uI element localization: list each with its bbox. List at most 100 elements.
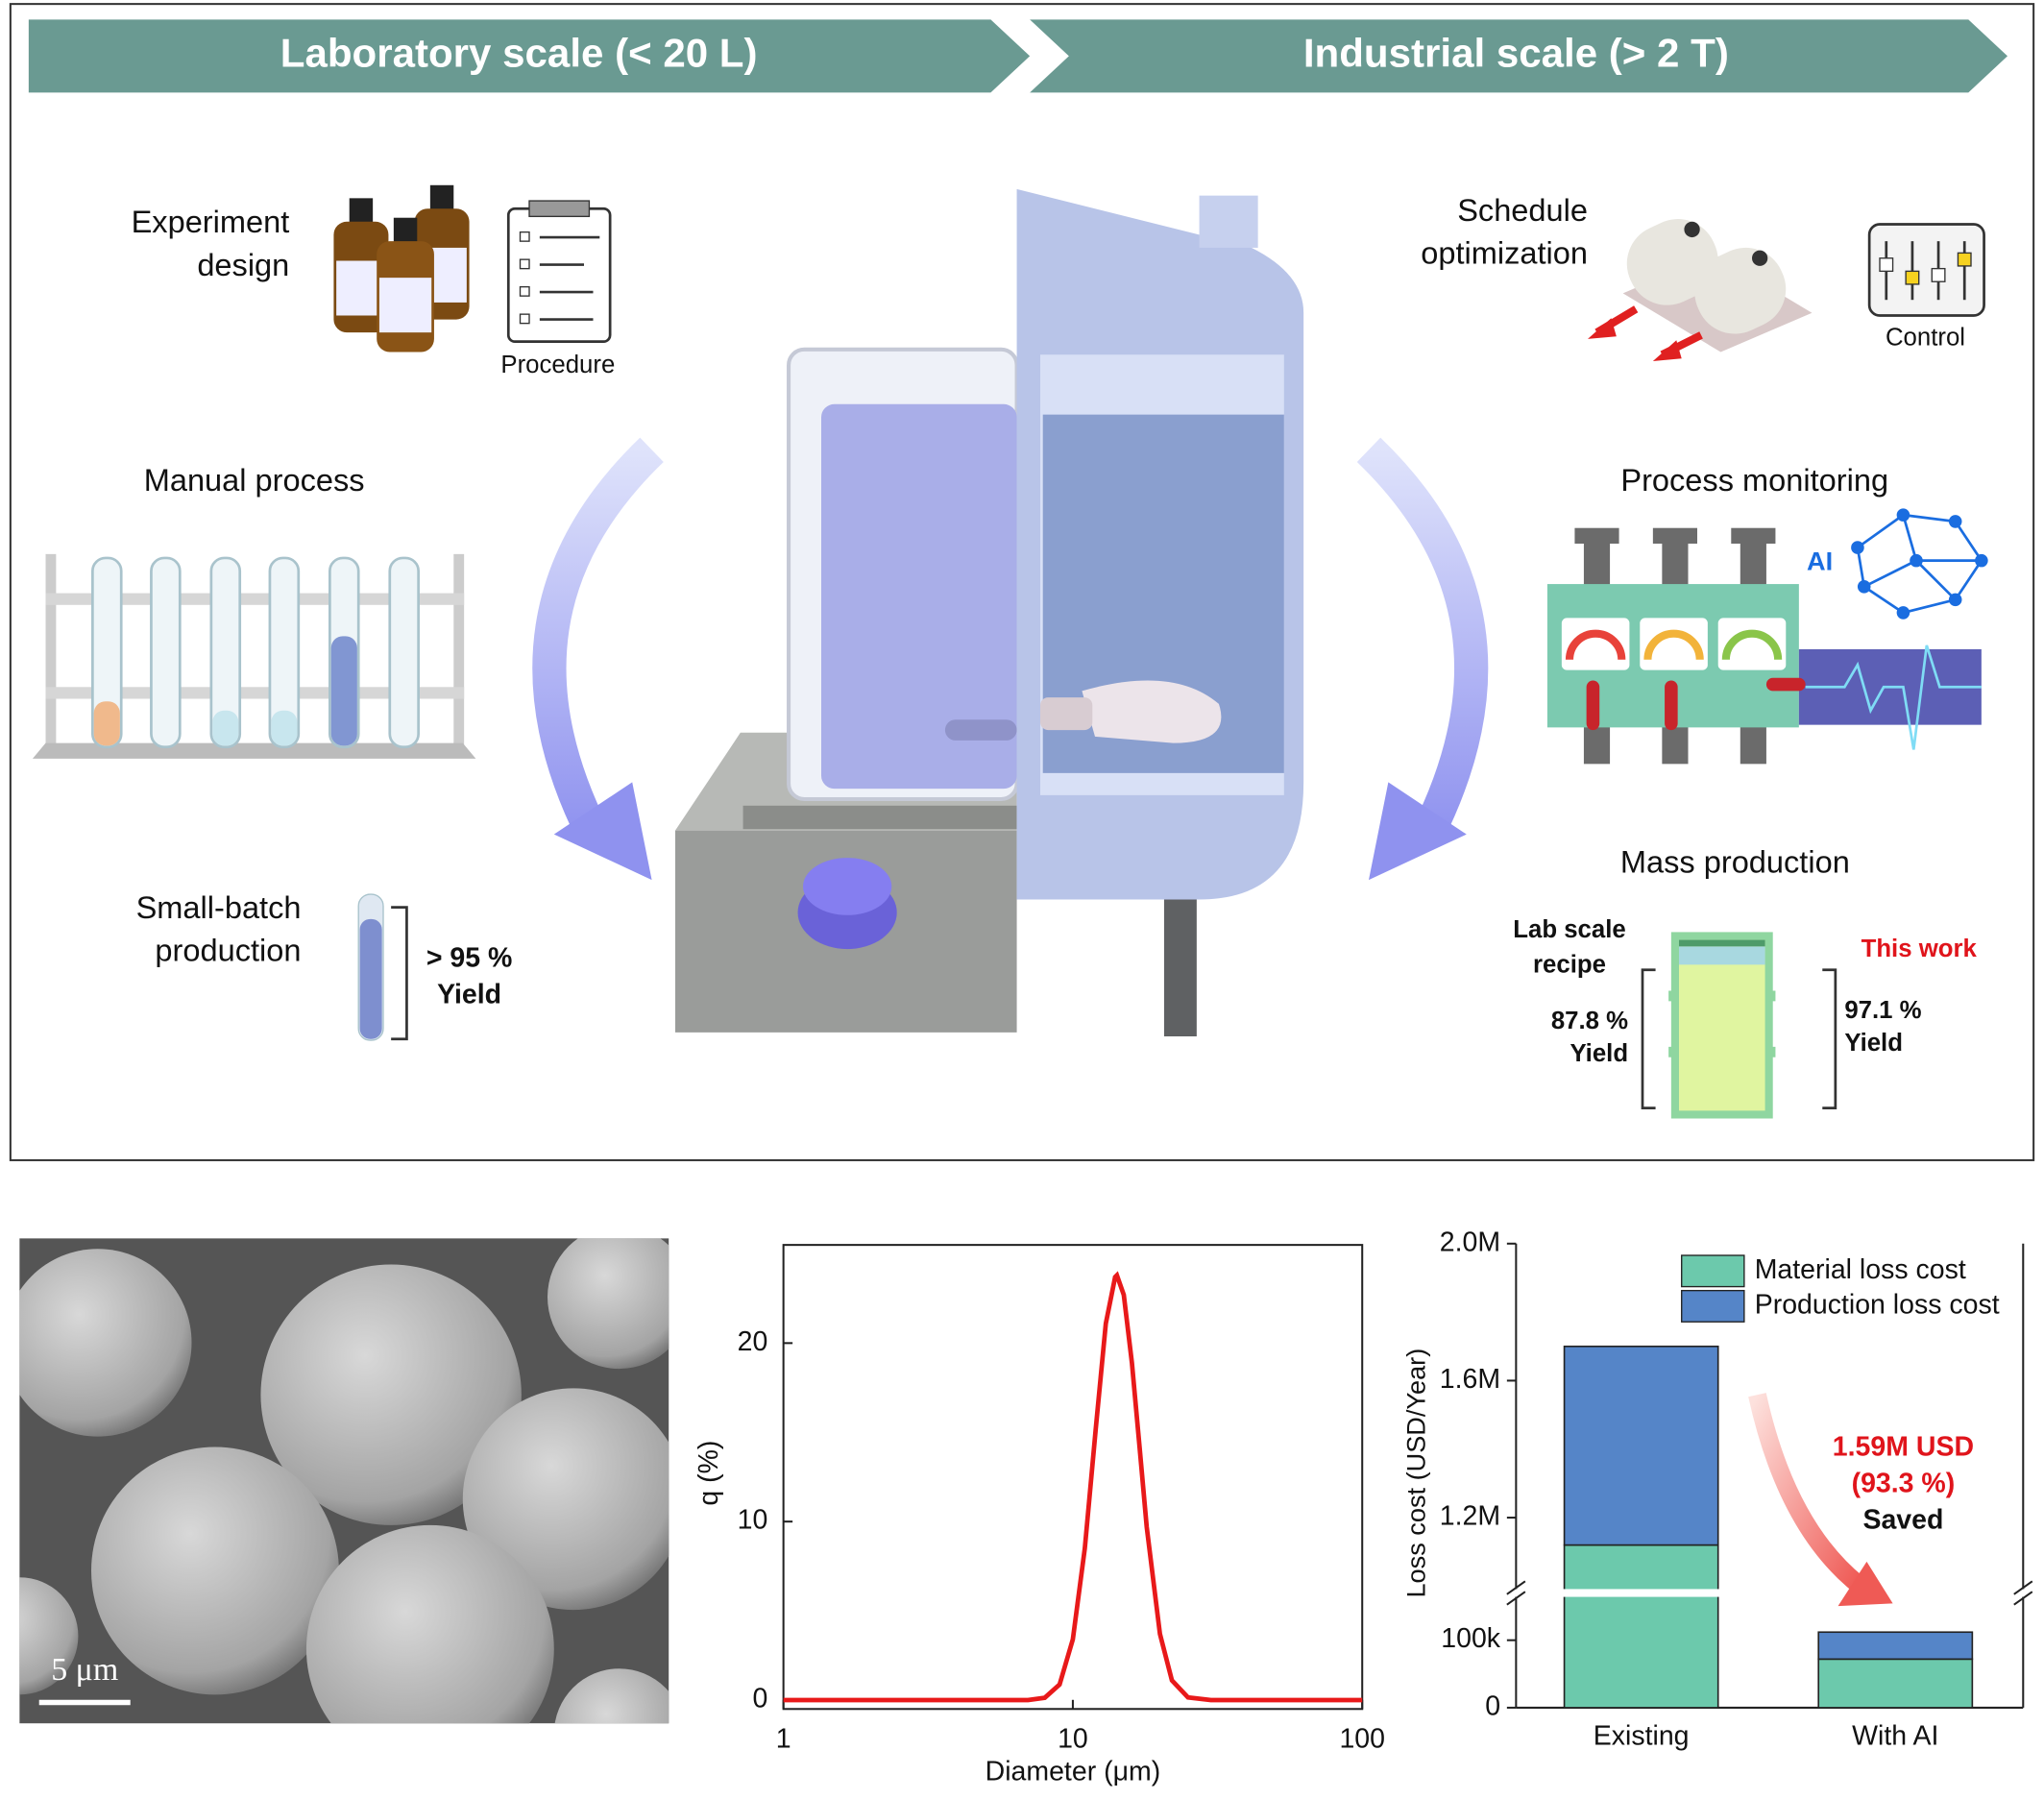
monitor-icon-part bbox=[1765, 677, 1806, 692]
loss-cost-chart: 0 100k 1.2M 1.6M 2.0M Loss cost (USD/Year) Exi… bbox=[1401, 1227, 2039, 1752]
schedule-icon-part bbox=[1684, 221, 1700, 238]
banner-right: Industrial scale (> 2 T) bbox=[1303, 31, 1729, 76]
schedule-icon bbox=[1588, 219, 1813, 361]
yield-value: 87.8 % bbox=[1551, 1008, 1628, 1034]
monitor-icon-part-part bbox=[1915, 559, 1957, 601]
schedule-icon-part bbox=[1652, 340, 1682, 361]
top-panel-part bbox=[1030, 19, 2008, 93]
monitor-icon-part-part bbox=[1954, 559, 1983, 601]
control-icon-part bbox=[1879, 257, 1894, 273]
label-line: optimization bbox=[1421, 236, 1588, 271]
monitor-icon-part bbox=[1586, 680, 1600, 731]
distribution-line bbox=[783, 1271, 1363, 1703]
label-line: Lab scale bbox=[1513, 916, 1625, 943]
monitor-icon-part-part bbox=[1902, 514, 1918, 562]
test-tube-rack-part bbox=[32, 742, 476, 759]
monitor-icon-part bbox=[1565, 629, 1626, 661]
bar-segment bbox=[1563, 1345, 1719, 1546]
monitor-icon-part bbox=[1717, 618, 1787, 670]
test-tube-rack-part-part bbox=[150, 556, 182, 749]
y-tick-label: 20 bbox=[738, 1326, 768, 1357]
legend-swatch bbox=[1681, 1289, 1745, 1323]
monitor-icon-part-part bbox=[1574, 527, 1619, 544]
label: Procedure bbox=[500, 352, 615, 378]
clipboard-icon-part bbox=[519, 285, 530, 297]
y-tick-label: 1.2M bbox=[1440, 1501, 1500, 1532]
monitor-icon-part bbox=[1721, 629, 1783, 661]
sem-image-part bbox=[19, 1238, 669, 1724]
monitor-icon-part-part bbox=[1856, 547, 1866, 588]
y-tick-label: 0 bbox=[753, 1684, 768, 1714]
beaker-stirrer bbox=[675, 347, 1019, 1033]
test-tube-rack-part bbox=[271, 710, 298, 746]
annotation: (93.3 %) bbox=[1852, 1468, 1956, 1498]
sem-image-part-part bbox=[19, 1249, 192, 1437]
monitor-icon-part-part bbox=[1662, 541, 1689, 587]
monitor-icon-part-part bbox=[1903, 513, 1956, 523]
label-line: Schedule bbox=[1457, 193, 1588, 228]
container-icon-part bbox=[1679, 939, 1765, 947]
container-icon-part bbox=[1641, 968, 1656, 1110]
monitor-icon-part bbox=[1561, 618, 1630, 670]
beaker-stirrer-part bbox=[803, 858, 892, 915]
sem-image-part-part bbox=[260, 1264, 522, 1525]
container-icon-part bbox=[1767, 1046, 1776, 1058]
small-tube bbox=[357, 893, 408, 1041]
sem-image-part-part bbox=[548, 1238, 669, 1370]
small-tube-part bbox=[359, 918, 382, 1039]
test-tube-rack-part bbox=[93, 701, 120, 746]
label-line: Experiment bbox=[132, 205, 290, 239]
ai-label: AI bbox=[1807, 547, 1833, 576]
test-tube-rack-part bbox=[330, 636, 357, 746]
banner-left: Laboratory scale (< 20 L) bbox=[280, 31, 758, 76]
test-tube-rack-part-part bbox=[268, 556, 301, 749]
label: Manual process bbox=[144, 463, 365, 498]
schedule-icon-part bbox=[1752, 250, 1768, 266]
monitor-icon-part-part bbox=[1948, 515, 1962, 528]
container-icon bbox=[1641, 932, 1837, 1119]
control-icon-part bbox=[1905, 270, 1920, 285]
reactor-part bbox=[1082, 680, 1222, 743]
monitor-icon-part-part bbox=[1863, 559, 1917, 588]
legend-label: Production loss cost bbox=[1755, 1289, 2000, 1320]
label: Mass production bbox=[1620, 844, 1850, 879]
legend-swatch bbox=[1681, 1254, 1745, 1288]
reactor-part bbox=[1199, 195, 1258, 248]
monitor-icon-part-part bbox=[1740, 724, 1766, 765]
monitor-icon bbox=[1546, 508, 1988, 765]
x-tick-label: 1 bbox=[776, 1723, 791, 1754]
small-tube-part bbox=[391, 906, 408, 1041]
clipboard-icon-part bbox=[519, 313, 530, 325]
control-icon-part bbox=[1931, 267, 1946, 282]
container-icon-part bbox=[1767, 990, 1776, 1002]
sem-image-part-part bbox=[19, 1577, 79, 1695]
test-tube-rack-part bbox=[453, 553, 465, 750]
monitor-icon-part-part bbox=[1583, 541, 1611, 587]
monitor-icon-part-part bbox=[1652, 527, 1697, 544]
monitor-icon-part bbox=[1805, 644, 1982, 750]
container-icon-part bbox=[1668, 990, 1677, 1002]
sem-image bbox=[19, 1238, 669, 1724]
top-panel-part bbox=[28, 19, 1031, 93]
clipboard-icon-part bbox=[528, 200, 591, 218]
yield-value: 97.1 % bbox=[1844, 997, 1921, 1024]
break-mark bbox=[1506, 1591, 1526, 1606]
monitor-icon-part bbox=[1851, 508, 1988, 620]
schedule-icon-part bbox=[1694, 247, 1787, 334]
monitor-icon-part bbox=[1643, 629, 1704, 661]
beaker-stirrer-part bbox=[944, 719, 1017, 741]
label-line: design bbox=[197, 248, 289, 282]
x-tick-label: 10 bbox=[1058, 1723, 1088, 1754]
axis-break-gap bbox=[1500, 1589, 2039, 1597]
label-line: production bbox=[155, 934, 301, 968]
monitor-icon-part-part bbox=[1903, 598, 1957, 615]
label-line: recipe bbox=[1533, 952, 1606, 979]
yield-value: > 95 % bbox=[426, 942, 512, 973]
beaker-stirrer-part bbox=[742, 805, 1017, 830]
monitor-icon-part-part bbox=[1910, 553, 1923, 568]
break-mark bbox=[2013, 1580, 2033, 1595]
monitor-icon-part-part bbox=[1954, 521, 1983, 562]
y-tick-label: 10 bbox=[738, 1505, 768, 1536]
clipboard-icon-part bbox=[519, 258, 530, 270]
annotation: 1.59M USD bbox=[1833, 1431, 1974, 1462]
